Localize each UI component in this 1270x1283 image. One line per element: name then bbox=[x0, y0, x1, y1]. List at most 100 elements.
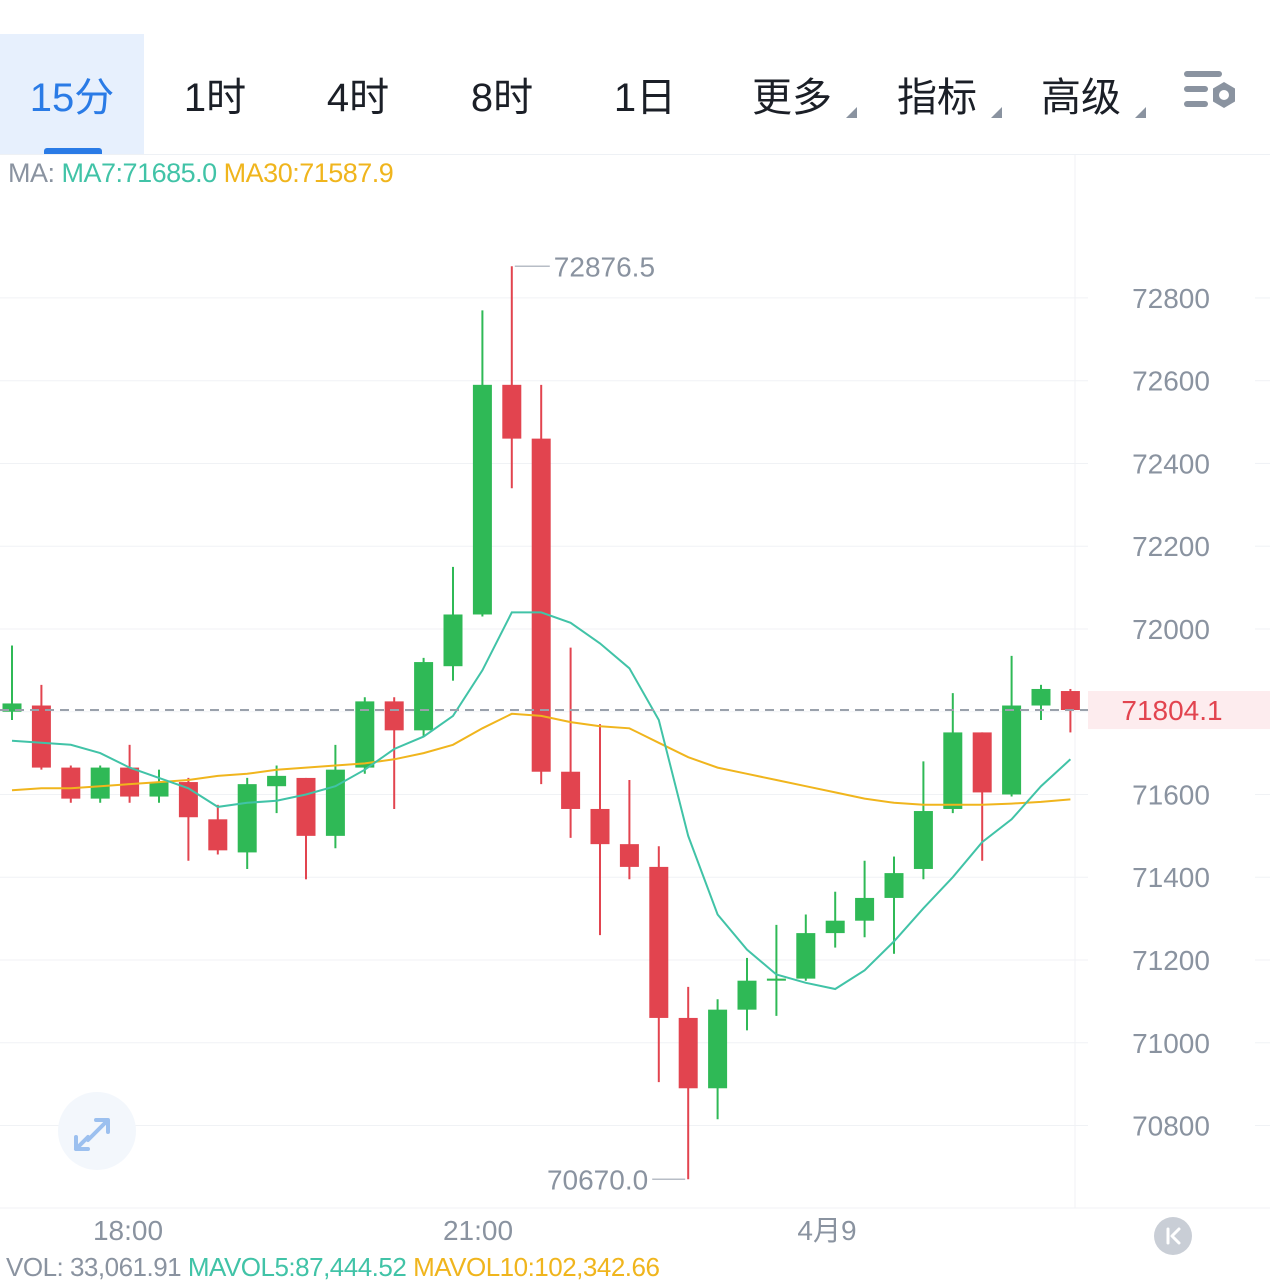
candle bbox=[90, 765, 110, 803]
ma30-value: MA30:71587.9 bbox=[223, 158, 394, 188]
vol-value: VOL: 33,061.91 bbox=[6, 1252, 182, 1282]
candle bbox=[649, 846, 669, 1083]
indicators-dropdown[interactable]: 指标 bbox=[882, 34, 1002, 154]
last-price-tag bbox=[1088, 691, 1270, 730]
candle-body bbox=[443, 614, 463, 667]
tab-8h[interactable]: 8时 bbox=[437, 34, 567, 154]
tab-1h[interactable]: 1时 bbox=[150, 34, 280, 154]
tab-15m[interactable]: 15分 bbox=[0, 34, 144, 154]
ma30-line bbox=[11, 712, 1071, 806]
mavol5-value: MAVOL5:87,444.52 bbox=[187, 1252, 407, 1282]
candle-body bbox=[355, 701, 375, 768]
candle-body bbox=[590, 808, 610, 845]
candle-body bbox=[414, 662, 434, 731]
scroll-to-latest-button[interactable] bbox=[1154, 1217, 1192, 1255]
candle-body bbox=[325, 769, 345, 836]
chart-settings-icon bbox=[1184, 71, 1235, 108]
candle bbox=[120, 744, 140, 803]
candle-body bbox=[649, 866, 669, 1018]
dropdown-label: 高级 bbox=[1041, 76, 1121, 120]
ma7-value: MA7:71685.0 bbox=[61, 158, 218, 188]
candle-body bbox=[561, 771, 581, 809]
candle-body bbox=[531, 438, 551, 772]
candle bbox=[208, 804, 228, 855]
y-tick-label: 72200 bbox=[1132, 531, 1210, 562]
low-price-label: 70670.0 bbox=[547, 1164, 648, 1195]
y-tick-label: 70800 bbox=[1132, 1111, 1210, 1142]
candle-body bbox=[855, 897, 875, 921]
candle-body bbox=[267, 775, 287, 787]
candle bbox=[178, 777, 198, 861]
candle-body bbox=[90, 767, 110, 799]
y-tick-label: 71400 bbox=[1132, 862, 1210, 893]
candles-group bbox=[2, 266, 1080, 1180]
candle bbox=[414, 657, 434, 737]
candle-body bbox=[120, 767, 140, 797]
candle bbox=[31, 684, 51, 770]
candle bbox=[737, 957, 757, 1031]
candle bbox=[384, 697, 404, 809]
candle-body bbox=[913, 811, 933, 869]
candle bbox=[913, 761, 933, 880]
candle bbox=[825, 891, 845, 948]
candle bbox=[149, 769, 169, 803]
dropdown-label: 更多 bbox=[752, 76, 832, 120]
candle-body bbox=[296, 777, 316, 836]
expand-button[interactable] bbox=[58, 1092, 136, 1170]
candle-body bbox=[384, 701, 404, 731]
tab-label: 1日 bbox=[613, 76, 677, 120]
candle bbox=[796, 914, 816, 981]
more-dropdown[interactable]: 更多 bbox=[737, 34, 857, 154]
chart-settings-button[interactable] bbox=[1176, 62, 1246, 126]
candle bbox=[1031, 684, 1051, 720]
x-tick-label: 18:00 bbox=[93, 1215, 163, 1246]
candle-body bbox=[61, 767, 81, 799]
mavol10-value: MAVOL10:102,342.66 bbox=[413, 1252, 660, 1282]
advanced-dropdown[interactable]: 高级 bbox=[1026, 34, 1146, 154]
candle bbox=[855, 860, 875, 938]
high-price-label: 72876.5 bbox=[554, 251, 655, 282]
candle-body bbox=[1060, 691, 1080, 711]
tab-label: 1时 bbox=[183, 76, 247, 120]
tab-1d[interactable]: 1日 bbox=[580, 34, 710, 154]
dropdown-label: 指标 bbox=[897, 76, 977, 120]
y-tick-label: 72800 bbox=[1132, 283, 1210, 314]
candle-body bbox=[31, 705, 51, 768]
candle-body bbox=[237, 784, 257, 853]
candle bbox=[619, 780, 639, 880]
dropdown-caret-icon bbox=[991, 107, 1002, 118]
candle bbox=[943, 693, 963, 814]
candlestick-chart[interactable]: 7280072600724007220072000718007160071400… bbox=[0, 150, 1270, 1250]
candle-body bbox=[1002, 705, 1022, 795]
candle bbox=[267, 765, 287, 814]
candle-body bbox=[825, 920, 845, 934]
last-price-label: 71804.1 bbox=[1121, 695, 1222, 726]
candle-body bbox=[502, 384, 522, 439]
candle bbox=[61, 765, 81, 803]
candle-body bbox=[2, 703, 22, 712]
y-tick-label: 71200 bbox=[1132, 945, 1210, 976]
candle-body bbox=[208, 819, 228, 851]
candle bbox=[1002, 655, 1022, 797]
dropdown-caret-icon bbox=[1135, 107, 1146, 118]
candle bbox=[590, 724, 610, 936]
x-tick-label: 4月9 bbox=[797, 1215, 856, 1246]
scroll-to-latest-icon bbox=[1166, 1227, 1181, 1245]
candle bbox=[708, 999, 728, 1120]
candle-body bbox=[619, 844, 639, 867]
tab-4h[interactable]: 4时 bbox=[293, 34, 423, 154]
y-tick-label: 71000 bbox=[1132, 1028, 1210, 1059]
candle-body bbox=[796, 933, 816, 979]
candle-body bbox=[678, 1017, 698, 1089]
candle-body bbox=[884, 873, 904, 898]
candle-body bbox=[708, 1009, 728, 1089]
tab-label: 4时 bbox=[326, 76, 390, 120]
candle bbox=[237, 777, 257, 869]
ma7-line bbox=[11, 611, 1072, 991]
tab-label: 15分 bbox=[29, 76, 115, 120]
y-tick-label: 72400 bbox=[1132, 448, 1210, 479]
candle-body bbox=[972, 732, 992, 793]
candle bbox=[678, 986, 698, 1180]
ma-legend: MA: MA7:71685.0 MA30:71587.9 bbox=[8, 158, 394, 189]
ma-legend-prefix: MA: bbox=[8, 158, 55, 188]
